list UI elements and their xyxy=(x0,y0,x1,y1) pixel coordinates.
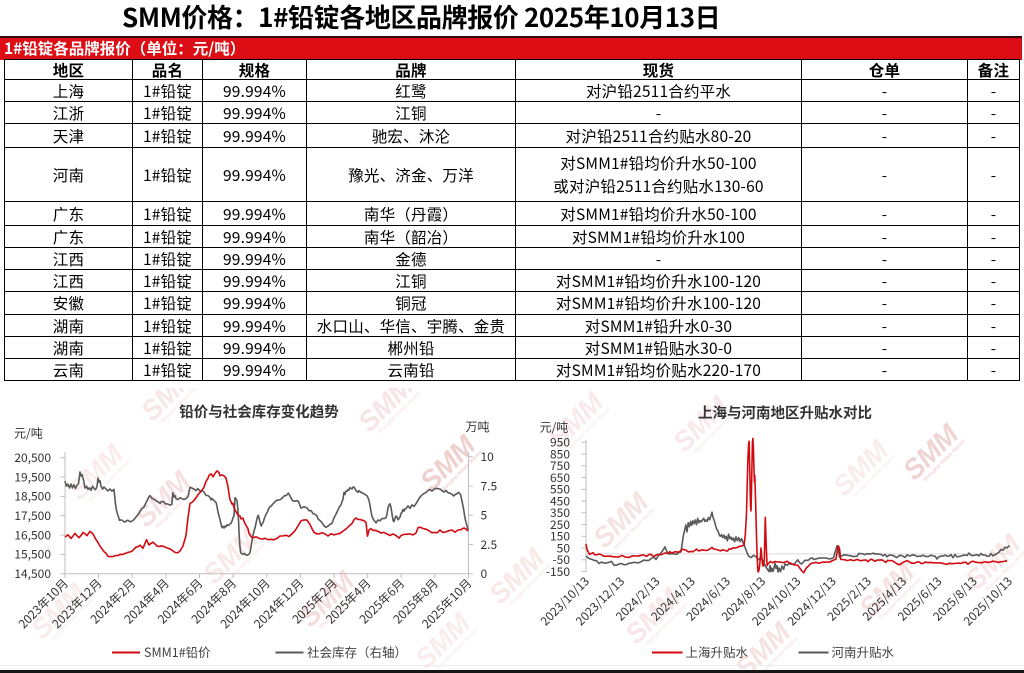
svg-text:元/吨: 元/吨 xyxy=(540,419,569,436)
svg-text:SMM1#铅价: SMM1#铅价 xyxy=(144,642,211,661)
svg-text:-150: -150 xyxy=(546,563,570,580)
svg-text:万吨: 万吨 xyxy=(466,418,490,435)
svg-text:50: 50 xyxy=(557,539,571,556)
svg-text:350: 350 xyxy=(550,504,570,521)
svg-text:10: 10 xyxy=(481,448,495,465)
svg-text:850: 850 xyxy=(550,445,570,462)
svg-text:-50: -50 xyxy=(553,551,571,568)
svg-text:20,500: 20,500 xyxy=(14,449,51,466)
svg-text:950: 950 xyxy=(550,434,570,451)
svg-text:250: 250 xyxy=(550,516,570,533)
svg-text:150: 150 xyxy=(550,528,570,545)
svg-text:上海与河南地区升贴水对比: 上海与河南地区升贴水对比 xyxy=(698,402,872,423)
svg-text:上海升贴水: 上海升贴水 xyxy=(686,642,749,661)
svg-text:17,500: 17,500 xyxy=(14,507,51,524)
svg-text:650: 650 xyxy=(550,469,570,486)
svg-text:元/吨: 元/吨 xyxy=(14,425,43,442)
svg-text:16,500: 16,500 xyxy=(14,526,51,543)
svg-text:铅价与社会库存变化趋势: 铅价与社会库存变化趋势 xyxy=(179,401,339,422)
svg-text:550: 550 xyxy=(550,481,570,498)
svg-text:19,500: 19,500 xyxy=(14,468,51,485)
svg-text:2.5: 2.5 xyxy=(481,536,498,553)
svg-text:750: 750 xyxy=(550,457,570,474)
svg-text:5: 5 xyxy=(481,507,488,524)
svg-text:18,500: 18,500 xyxy=(14,488,51,505)
svg-text:14,500: 14,500 xyxy=(14,565,51,582)
svg-text:15,500: 15,500 xyxy=(14,546,51,563)
svg-text:社会库存（右轴）: 社会库存（右轴） xyxy=(307,642,407,661)
svg-text:河南升贴水: 河南升贴水 xyxy=(832,642,895,661)
svg-text:7.5: 7.5 xyxy=(481,477,498,494)
svg-text:0: 0 xyxy=(481,565,488,582)
svg-text:450: 450 xyxy=(550,492,570,509)
